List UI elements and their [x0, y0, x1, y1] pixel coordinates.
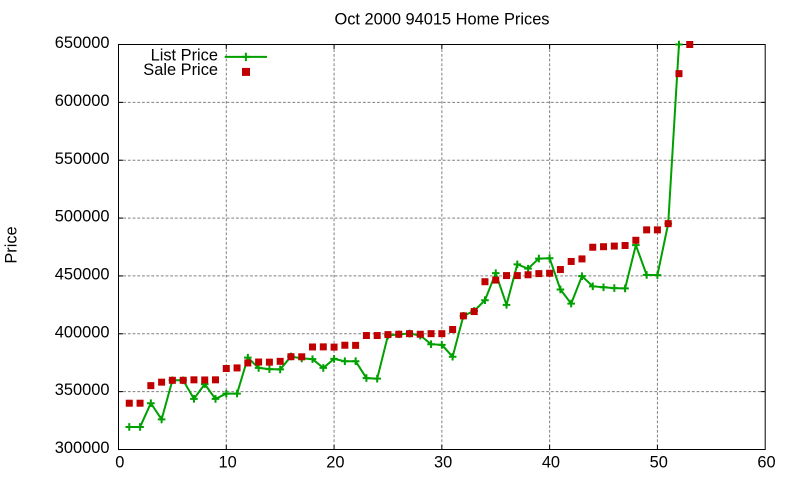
svg-text:650000: 650000: [55, 34, 110, 52]
svg-text:600000: 600000: [55, 92, 110, 110]
svg-text:450000: 450000: [55, 266, 110, 284]
svg-text:0: 0: [115, 454, 124, 472]
svg-text:40: 40: [542, 454, 560, 472]
svg-text:50: 50: [650, 454, 668, 472]
svg-text:Price: Price: [3, 226, 21, 263]
svg-text:10: 10: [218, 454, 236, 472]
svg-text:30: 30: [434, 454, 452, 472]
svg-text:300000: 300000: [55, 439, 110, 457]
svg-text:Oct 2000 94015 Home Prices: Oct 2000 94015 Home Prices: [334, 11, 549, 29]
svg-text:60: 60: [757, 454, 775, 472]
svg-text:550000: 550000: [55, 150, 110, 168]
svg-text:500000: 500000: [55, 208, 110, 226]
svg-text:List Price: List Price: [151, 47, 218, 65]
svg-text:350000: 350000: [55, 381, 110, 399]
svg-text:Sale Price: Sale Price: [143, 61, 218, 79]
svg-text:20: 20: [326, 454, 344, 472]
svg-text:400000: 400000: [55, 323, 110, 341]
